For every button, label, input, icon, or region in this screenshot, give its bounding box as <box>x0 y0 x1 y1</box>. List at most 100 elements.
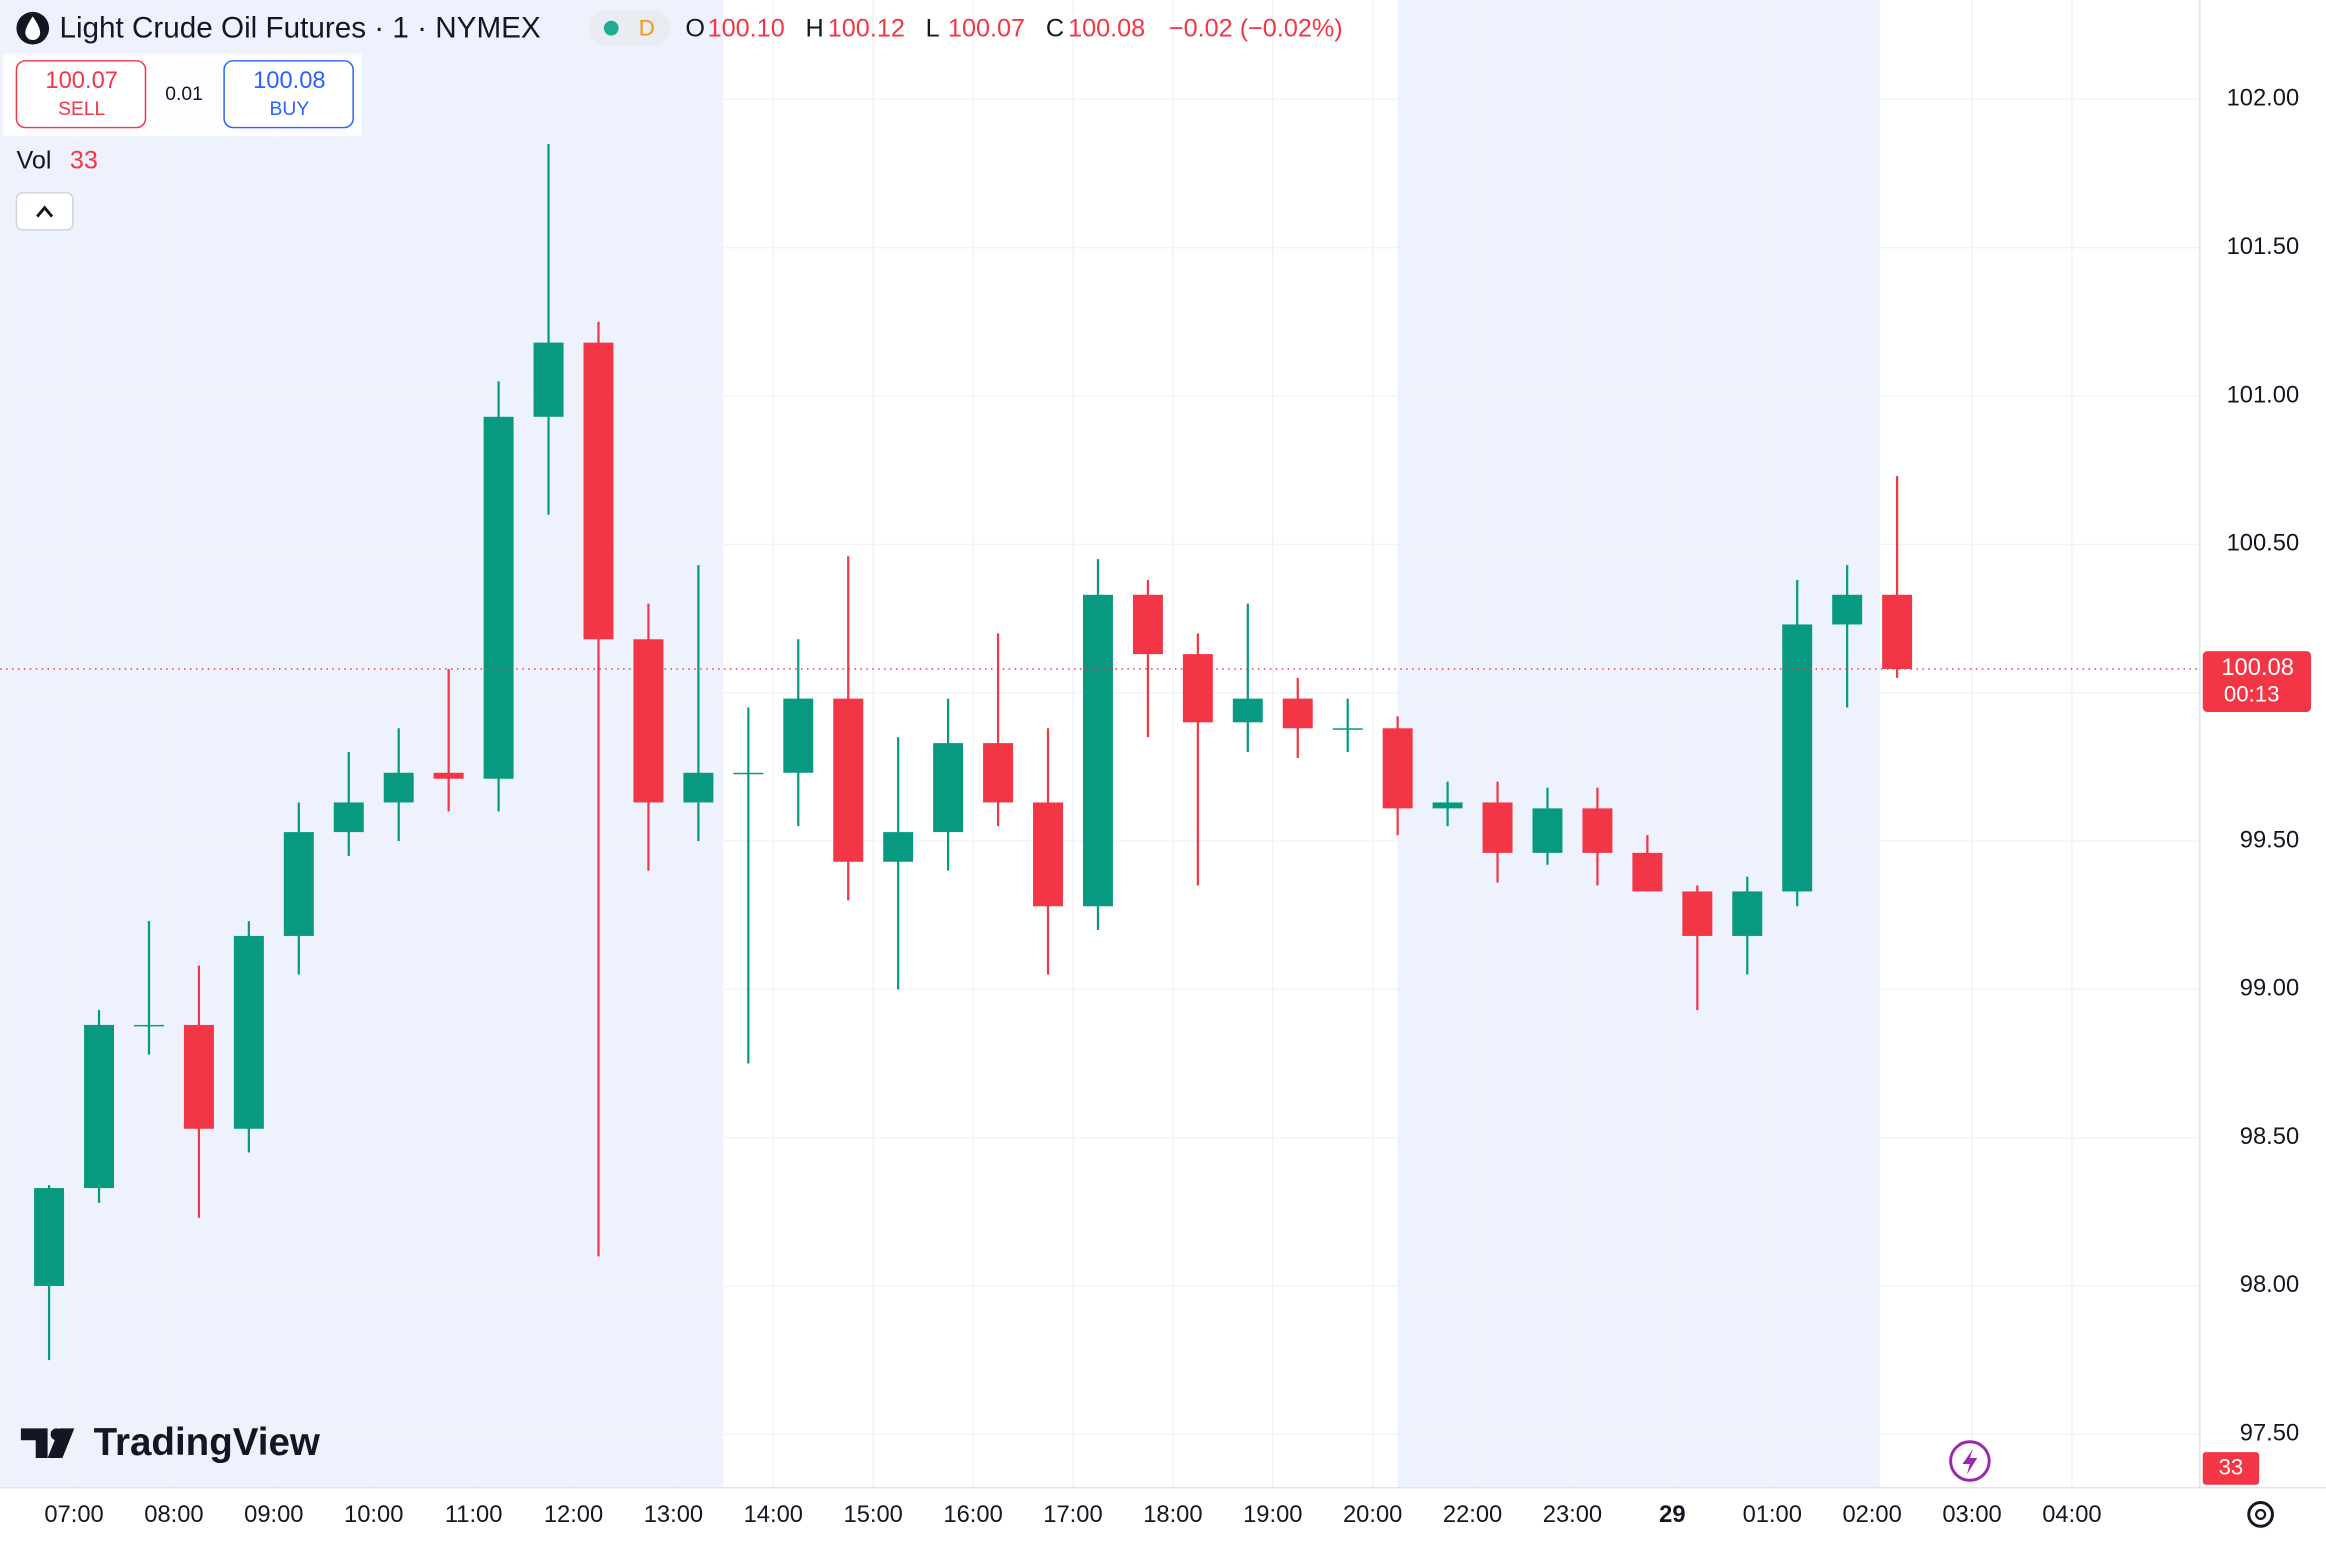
sell-price: 100.07 <box>45 68 118 94</box>
settings[interactable] <box>2247 1501 2274 1528</box>
candle-body <box>1782 624 1813 892</box>
interval-badge: D <box>639 16 655 41</box>
candle-body <box>1582 808 1613 853</box>
sell-label: SELL <box>58 99 105 120</box>
candle-body <box>733 772 764 775</box>
x-tick-label: 07:00 <box>44 1502 103 1528</box>
candle-body <box>633 639 664 803</box>
volume-badge <box>2202 1452 2260 1485</box>
ohlc-key: H <box>806 14 824 42</box>
candle-body <box>1332 728 1363 730</box>
session-shade <box>0 0 724 1488</box>
market-status <box>603 20 619 36</box>
logo: TradingView <box>20 1421 321 1464</box>
candle-body <box>1682 891 1713 936</box>
x-tick-label: 08:00 <box>144 1502 203 1528</box>
buy-label: BUY <box>270 99 310 120</box>
ohlc-value: 100.08 <box>1068 14 1145 42</box>
candle-body <box>1382 728 1413 809</box>
x-tick-label: 02:00 <box>1842 1502 1901 1528</box>
x-tick-label: 20:00 <box>1343 1502 1402 1528</box>
candle-body <box>1432 802 1463 809</box>
last-price-badge <box>2202 651 2312 712</box>
x-tick-label: 09:00 <box>244 1502 303 1528</box>
candle-body <box>283 832 314 936</box>
y-tick-label: 100.50 <box>2227 531 2300 557</box>
x-tick-label: 04:00 <box>2042 1502 2101 1528</box>
status-pill <box>588 10 671 46</box>
candle-body <box>683 772 714 803</box>
x-tick-label: 16:00 <box>943 1502 1002 1528</box>
candle-body <box>433 772 464 779</box>
candle-body <box>883 832 914 862</box>
candle-body <box>1082 594 1113 907</box>
x-tick-label: 01:00 <box>1743 1502 1802 1528</box>
candle-body <box>34 1188 65 1286</box>
ohlc-value: 100.07 <box>948 14 1025 42</box>
lightning[interactable] <box>1949 1440 1991 1482</box>
y-tick-label: 97.50 <box>2240 1421 2299 1447</box>
y-tick-label: 101.00 <box>2227 382 2300 408</box>
lightning-icon <box>1962 1449 1978 1475</box>
candle-body <box>133 1024 164 1027</box>
settings-center <box>2255 1508 2267 1520</box>
spread: 0.01 <box>165 84 203 105</box>
plot <box>0 143 2200 1361</box>
trade-panel: 100.07 SELL 0.01 100.08 BUY Vol 33 <box>3 53 363 231</box>
x-tick-label: 29 <box>1659 1502 1685 1528</box>
candle-body <box>1632 852 1663 892</box>
y-tick-label: 99.50 <box>2240 827 2299 853</box>
x-tick-label: 10:00 <box>344 1502 403 1528</box>
volume-badge-label: 33 <box>2219 1454 2244 1479</box>
x-tick-label: 14:00 <box>744 1502 803 1528</box>
candle-body <box>483 416 514 779</box>
x-tick-label: 22:00 <box>1443 1502 1502 1528</box>
candle-body <box>1182 654 1213 723</box>
buy-button[interactable] <box>223 60 354 129</box>
x-tick-label: 11:00 <box>445 1502 503 1528</box>
x-tick-label: 18:00 <box>1143 1502 1202 1528</box>
candle-body <box>84 1024 115 1189</box>
y-tick-label: 98.50 <box>2240 1124 2299 1150</box>
collapse-icon <box>36 205 54 218</box>
title: Light Crude Oil Futures · 1 · NYMEX <box>59 11 540 44</box>
x-tick-label: 12:00 <box>544 1502 603 1528</box>
ohlc-key: L <box>926 14 940 42</box>
candle-body <box>1033 802 1064 907</box>
x-tick-label: 13:00 <box>644 1502 703 1528</box>
logo-dot <box>50 1428 63 1441</box>
y-tick-label: 102.00 <box>2227 86 2300 112</box>
x-tick-label: 15:00 <box>844 1502 903 1528</box>
ohlc-value: 100.10 <box>708 14 785 42</box>
candle-body <box>983 743 1014 803</box>
candle-body <box>783 698 814 773</box>
candle-body <box>383 772 414 803</box>
vol-label: Vol <box>16 146 51 174</box>
x-tick-label: 03:00 <box>1942 1502 2001 1528</box>
candle-body <box>583 342 614 640</box>
logo-text: TradingView <box>94 1421 321 1464</box>
x-tick-label: 23:00 <box>1543 1502 1602 1528</box>
candle-body <box>533 342 564 417</box>
ohlc-key: O <box>685 14 705 42</box>
candle-body <box>833 698 864 862</box>
symbol-drop <box>25 16 41 41</box>
ohlc-key: C <box>1046 14 1064 42</box>
y-tick-label: 101.50 <box>2227 234 2300 260</box>
y-tick-label: 99.00 <box>2240 976 2299 1002</box>
settings-icon[interactable] <box>2247 1501 2274 1528</box>
candle-body <box>1232 698 1263 723</box>
buy-price: 100.08 <box>253 68 326 94</box>
candle-body <box>333 802 364 833</box>
x-tick-label: 19:00 <box>1243 1502 1302 1528</box>
candle-body <box>233 935 264 1129</box>
x-tick-label: 17:00 <box>1043 1502 1102 1528</box>
sell-button[interactable] <box>15 60 147 129</box>
candle-body <box>1132 594 1163 655</box>
collapse-button[interactable] <box>15 192 74 231</box>
change: −0.02 (−0.02%) <box>1169 14 1343 42</box>
